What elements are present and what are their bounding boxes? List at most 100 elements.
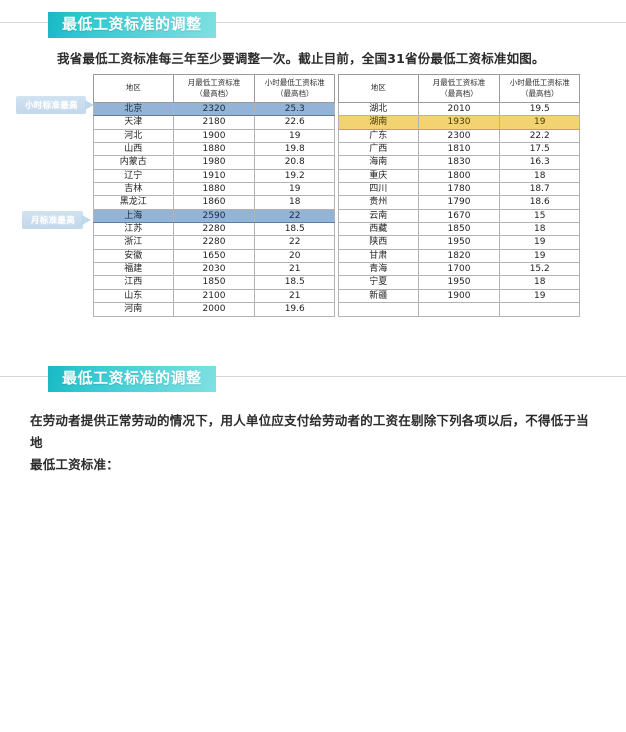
table-row [338,302,580,317]
table-row: 北京 2320 25.3 [93,101,335,117]
hourly-cell: 16.3 [499,155,580,170]
hourly-cell: 18.5 [254,275,335,290]
region-cell: 北京 [93,101,174,117]
region-cell: 山西 [93,142,174,157]
table-row: 吉林 1880 19 [93,182,335,197]
region-cell: 江苏 [93,222,174,237]
monthly-cell: 1980 [172,155,256,170]
region-cell: 广东 [338,128,419,144]
callout-monthly-highest: 月标准最高 [22,210,92,229]
col-header-hourly: 小时最低工资标准 （最高档） [254,74,335,103]
table-header-row: 地区 月最低工资标准 （最高档） 小时最低工资标准 （最高档） [338,74,580,103]
table-head-left: 地区 月最低工资标准 （最高档） 小时最低工资标准 （最高档） [93,74,335,103]
col-header-monthly: 月最低工资标准 （最高档） [172,74,256,103]
table-row: 甘肃 1820 19 [338,248,580,264]
section1-badge-title: 最低工资标准的调整 [48,12,216,39]
region-cell [338,302,419,317]
hourly-cell: 19 [499,248,580,264]
table-row: 湖北 2010 19.5 [338,101,580,117]
monthly-cell: 1930 [417,115,501,130]
table-row: 陕西 1950 19 [338,235,580,250]
wage-table-block: 地区 月最低工资标准 （最高档） 小时最低工资标准 （最高档） 北京 2320 25… [93,74,583,317]
monthly-cell: 1820 [417,248,501,264]
hourly-cell: 22.2 [499,128,580,144]
col-header-monthly-line2: （最高档） [195,88,233,98]
wage-table-right: 地区 月最低工资标准 （最高档） 小时最低工资标准 （最高档） 湖北 2010 19… [338,74,580,317]
region-cell: 浙江 [93,235,174,250]
monthly-cell: 1700 [417,262,501,277]
table-head-right: 地区 月最低工资标准 （最高档） 小时最低工资标准 （最高档） [338,74,580,103]
hourly-cell: 18 [499,222,580,237]
hourly-cell: 21 [254,288,335,304]
body-line-1: 在劳动者提供正常劳动的情况下，用人单位应支付给劳动者的工资在剔除下列各项以后，不… [30,413,589,450]
region-cell: 黑龙江 [93,195,174,210]
monthly-cell: 1880 [172,142,256,157]
hourly-cell: 15.2 [499,262,580,277]
region-cell: 宁夏 [338,275,419,290]
hourly-cell: 19 [499,235,580,250]
monthly-cell: 2280 [172,235,256,250]
monthly-cell: 1800 [417,168,501,184]
table-row: 河北 1900 19 [93,128,335,144]
monthly-cell: 1910 [172,168,256,184]
region-cell: 安徽 [93,248,174,264]
region-cell: 青海 [338,262,419,277]
callout-arrow-icon [84,99,94,110]
hourly-cell: 18 [499,168,580,184]
col-header-hourly-line2: （最高档） [275,88,314,98]
table-row: 河南 2000 19.6 [93,302,335,317]
col-header-monthly-line1: 月最低工资标准 [432,78,486,88]
intro-text: 我省最低工资标准每三年至少要调整一次。截止目前，全国31省份最低工资标准如图。 [57,51,545,66]
region-cell: 广西 [338,142,419,157]
hourly-cell: 19 [254,128,335,144]
section2-header: 最低工资标准的调整 [0,362,626,393]
hourly-cell [499,302,580,317]
exclusions-body-text: 在劳动者提供正常劳动的情况下，用人单位应支付给劳动者的工资在剔除下列各项以后，不… [30,410,596,476]
table-row: 广西 1810 17.5 [338,142,580,157]
region-cell: 四川 [338,182,419,197]
monthly-cell: 2030 [172,262,256,277]
hourly-cell: 20 [254,248,335,264]
table-row: 四川 1780 18.7 [338,182,580,197]
table-row: 上海 2590 22 [93,208,335,224]
monthly-cell: 2590 [172,208,256,224]
monthly-cell: 1850 [172,275,256,290]
monthly-cell: 2010 [417,101,501,117]
table-row: 山西 1880 19.8 [93,142,335,157]
region-cell: 湖北 [338,101,419,117]
hourly-cell: 19.8 [254,142,335,157]
hourly-cell: 21 [254,262,335,277]
monthly-cell: 1860 [172,195,256,210]
table-row: 贵州 1790 18.6 [338,195,580,210]
table-row: 江西 1850 18.5 [93,275,335,290]
monthly-cell: 2280 [172,222,256,237]
monthly-cell: 1880 [172,182,256,197]
hourly-cell: 25.3 [254,101,335,117]
table-row: 青海 1700 15.2 [338,262,580,277]
wage-table-left: 地区 月最低工资标准 （最高档） 小时最低工资标准 （最高档） 北京 2320 25… [93,74,335,317]
section2-badge-title: 最低工资标准的调整 [48,366,216,393]
hourly-cell: 19 [254,182,335,197]
table-row: 广东 2300 22.2 [338,128,580,144]
table-row: 湖南 1930 19 [338,115,580,130]
body-line-2: 最低工资标准： [30,456,119,472]
monthly-cell: 2100 [172,288,256,304]
hourly-cell: 22.6 [254,115,335,130]
region-cell: 新疆 [338,288,419,304]
region-cell: 甘肃 [338,248,419,264]
monthly-cell: 2300 [417,128,501,144]
hourly-cell: 22 [254,235,335,250]
table-row: 宁夏 1950 18 [338,275,580,290]
monthly-cell: 1900 [172,128,256,144]
hourly-cell: 19 [499,115,580,130]
col-header-region: 地区 [338,74,419,103]
monthly-cell: 1950 [417,275,501,290]
monthly-cell: 1790 [417,195,501,210]
monthly-cell: 1950 [417,235,501,250]
hourly-cell: 18 [499,275,580,290]
region-cell: 辽宁 [93,168,174,184]
region-cell: 陕西 [338,235,419,250]
table-row: 海南 1830 16.3 [338,155,580,170]
monthly-cell: 2320 [172,101,256,117]
callout-hourly-highest: 小时标准最高 [16,95,94,114]
